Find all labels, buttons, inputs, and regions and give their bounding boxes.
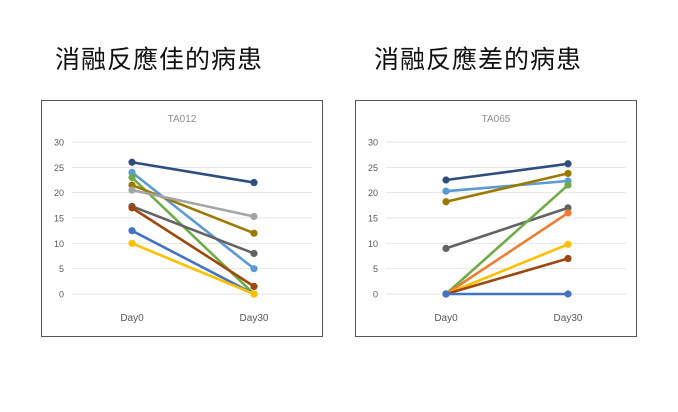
data-point xyxy=(128,173,136,182)
series-line-8 xyxy=(444,257,570,296)
data-point xyxy=(250,282,258,290)
y-tick-label: 20 xyxy=(54,188,64,198)
data-point xyxy=(564,160,572,168)
series-line-6 xyxy=(130,205,256,255)
y-tick-label: 25 xyxy=(54,163,64,173)
data-point xyxy=(442,187,450,195)
y-tick-label: 15 xyxy=(368,214,378,224)
x-tick-label: Day0 xyxy=(434,313,458,324)
chart-title: TA012 xyxy=(168,114,197,125)
data-point xyxy=(250,212,258,221)
series-line-9 xyxy=(130,242,256,296)
y-tick-label: 5 xyxy=(373,264,378,274)
data-point xyxy=(564,240,572,248)
data-point xyxy=(128,204,136,212)
data-point xyxy=(564,290,572,298)
data-point xyxy=(128,158,136,166)
line-chart-ta065: TA065 0 5 10 15 20 25 30 Day0 Day30 xyxy=(368,114,626,324)
series-line-4 xyxy=(130,183,256,235)
data-point xyxy=(250,290,258,298)
data-point xyxy=(442,176,450,184)
data-point xyxy=(564,169,572,178)
data-point xyxy=(250,229,258,237)
y-tick-label: 0 xyxy=(373,290,378,300)
series-line-6 xyxy=(444,211,570,296)
y-tick-label: 30 xyxy=(54,138,64,148)
data-point xyxy=(128,181,136,189)
data-point xyxy=(250,249,258,258)
data-point xyxy=(564,181,572,189)
series-line-1 xyxy=(444,162,570,182)
data-point xyxy=(564,254,572,263)
heading-good-response: 消融反應佳的病患 xyxy=(55,45,264,74)
data-point xyxy=(442,244,450,252)
data-point xyxy=(128,186,136,194)
data-point xyxy=(442,198,450,206)
y-tick-label: 30 xyxy=(368,138,378,148)
series-line-5 xyxy=(444,183,570,296)
x-tick-label: Day0 xyxy=(120,313,144,324)
heading-poor-response: 消融反應差的病患 xyxy=(374,45,583,74)
data-point xyxy=(128,239,136,247)
series-line-1 xyxy=(130,160,256,184)
data-point xyxy=(128,227,136,235)
y-tick-label: 0 xyxy=(59,290,64,300)
data-point xyxy=(442,290,450,298)
data-point xyxy=(128,168,136,176)
data-point xyxy=(250,265,258,273)
series-line-2 xyxy=(130,171,256,270)
y-tick-label: 20 xyxy=(368,188,378,198)
series-line-4 xyxy=(444,206,570,250)
data-point xyxy=(564,204,572,212)
y-tick-label: 10 xyxy=(54,239,64,249)
series-line-8 xyxy=(130,229,256,296)
chart-panel-ta065: TA065 0 5 10 15 20 25 30 Day0 Day30 xyxy=(355,100,637,337)
y-tick-label: 25 xyxy=(368,163,378,173)
x-tick-label: Day30 xyxy=(554,313,583,324)
data-point xyxy=(250,178,258,187)
series-line-7 xyxy=(130,206,256,288)
x-tick-label: Day30 xyxy=(240,313,269,324)
chart-title: TA065 xyxy=(482,114,511,125)
data-point xyxy=(564,209,572,217)
chart-panel-ta012: TA012 0 5 10 15 20 25 30 Day0 Day30 xyxy=(41,100,323,337)
series-line-2 xyxy=(444,179,570,193)
y-tick-label: 5 xyxy=(59,264,64,274)
series-line-5 xyxy=(130,188,256,218)
y-tick-label: 10 xyxy=(368,239,378,249)
series-line-7 xyxy=(444,243,570,296)
series-line-3 xyxy=(444,172,570,204)
line-chart-ta012: TA012 0 5 10 15 20 25 30 Day0 Day30 xyxy=(54,114,312,324)
y-tick-label: 15 xyxy=(54,214,64,224)
